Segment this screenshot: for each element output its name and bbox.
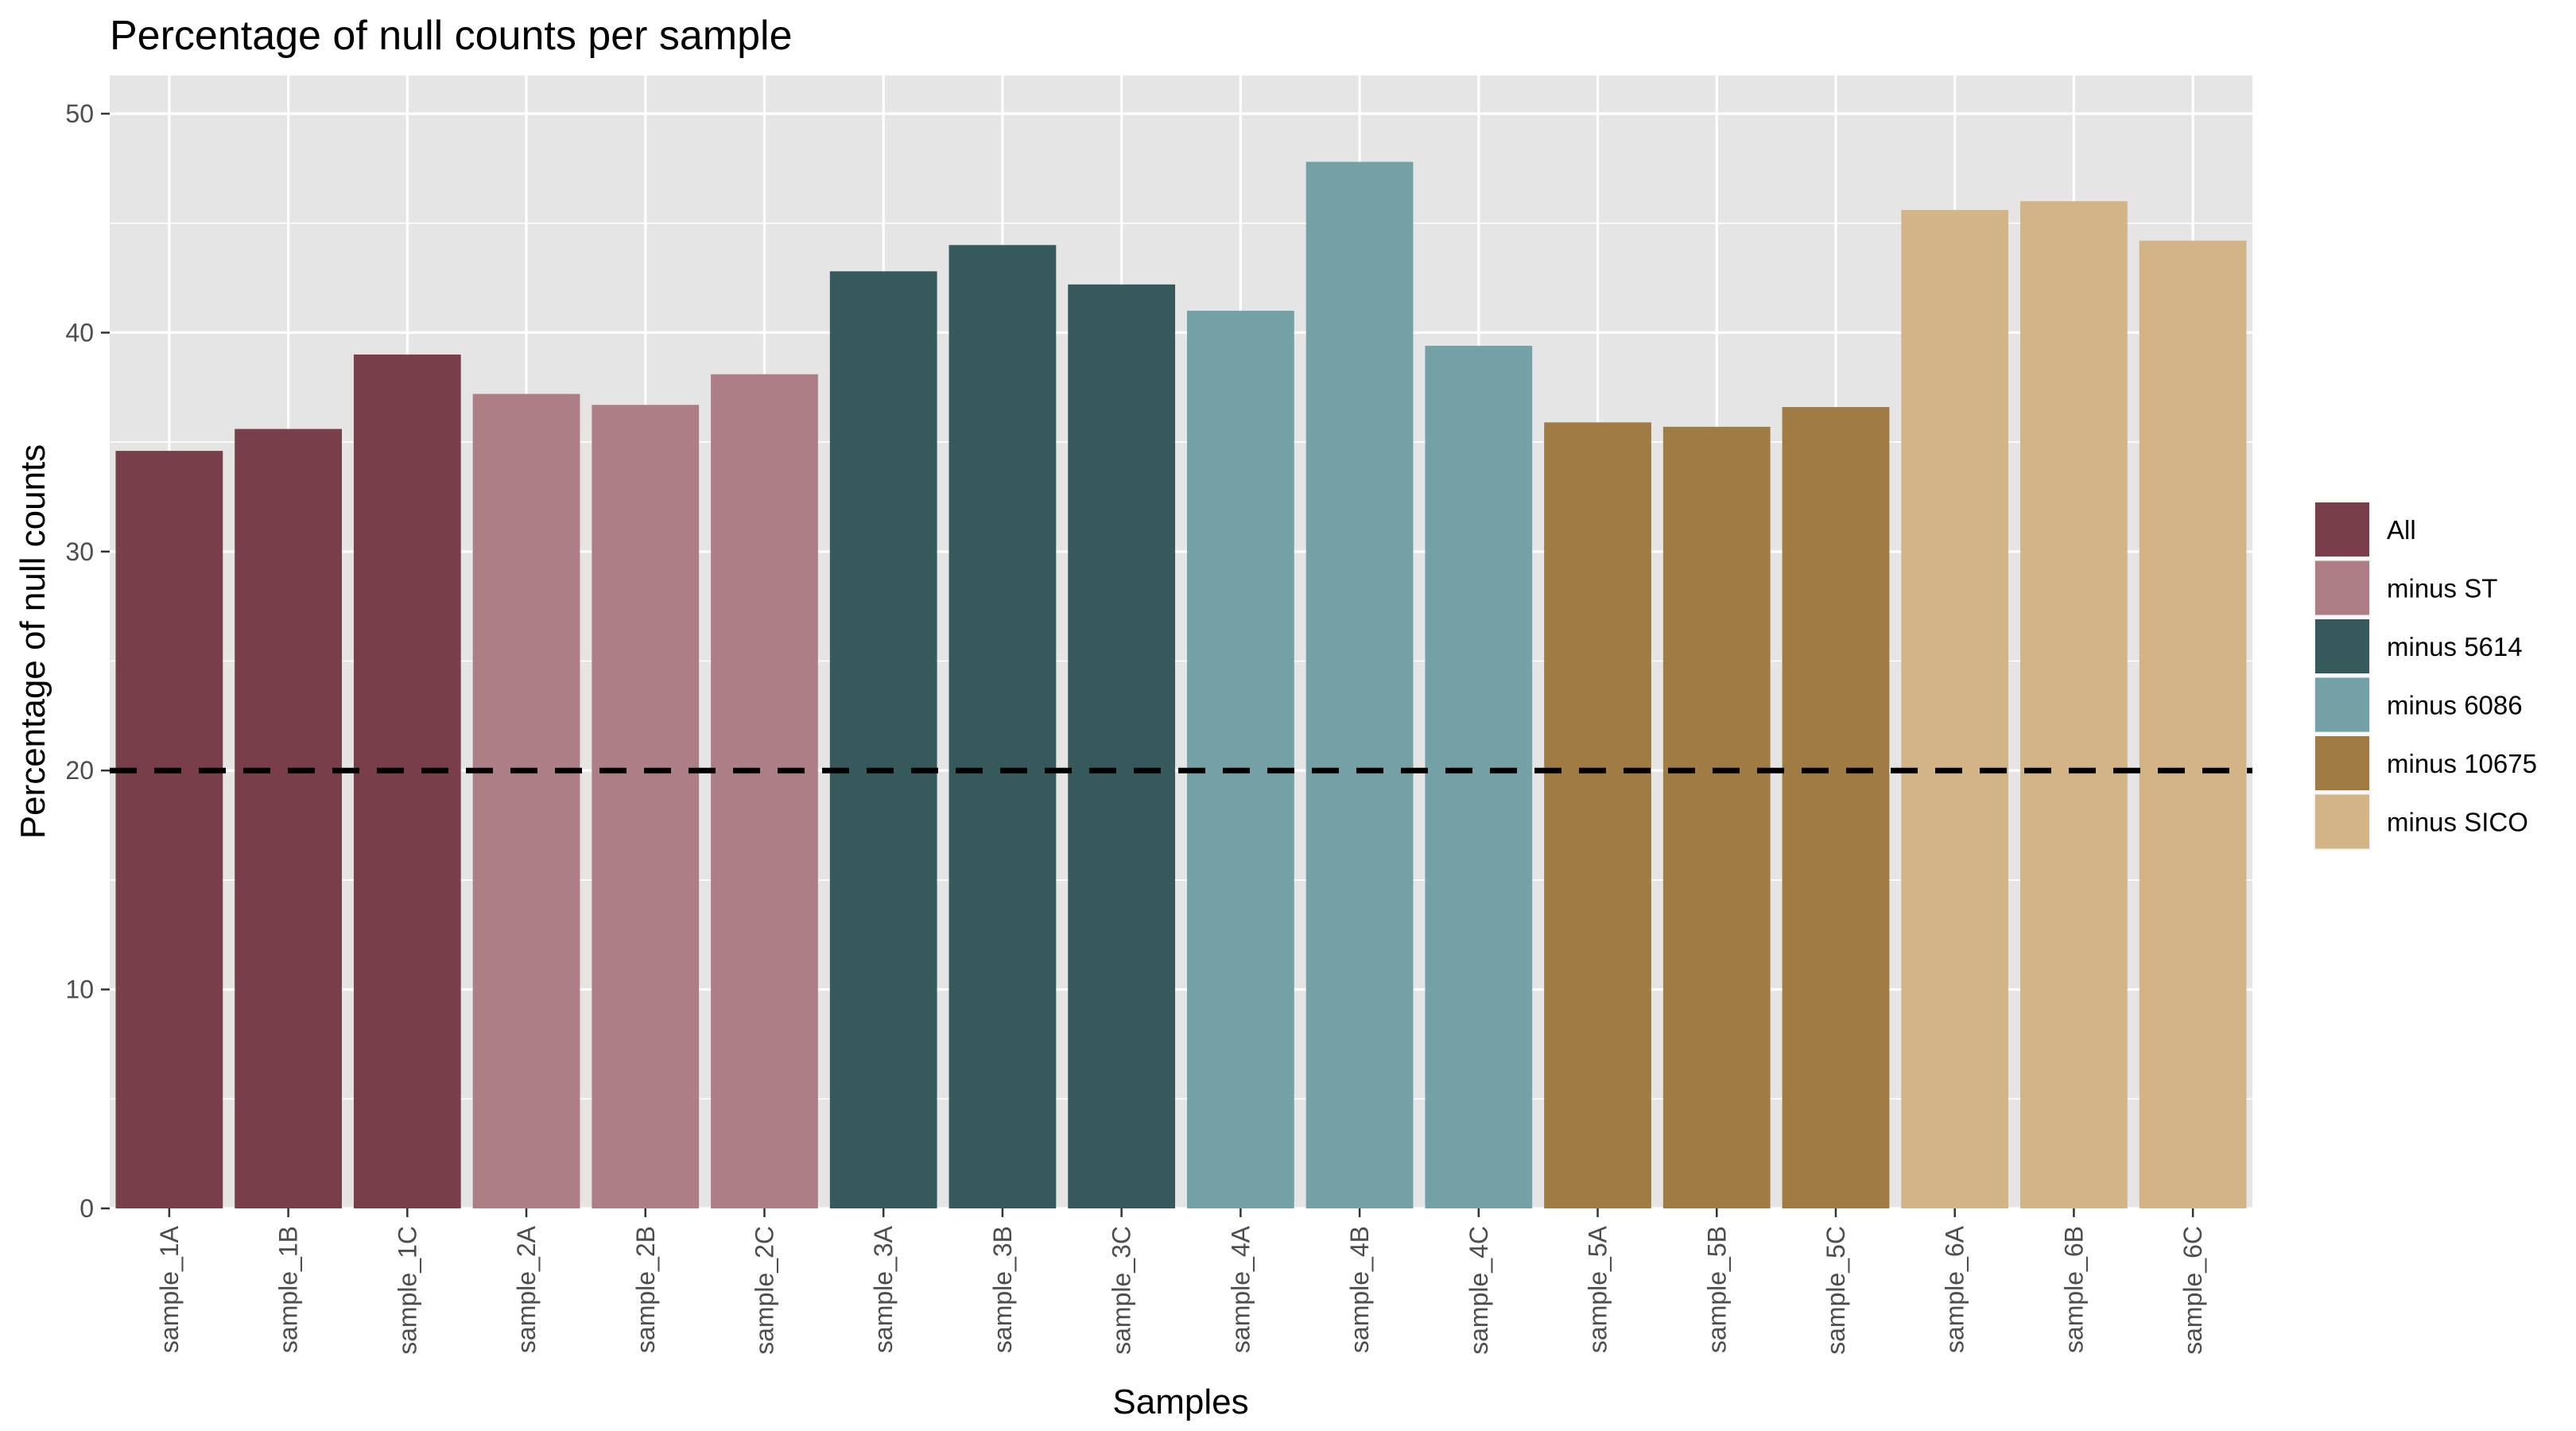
x-tick-label: sample_3A — [869, 1225, 898, 1353]
legend-swatch — [2315, 794, 2369, 849]
bar-sample_5C — [1782, 407, 1890, 1208]
bar-sample_6C — [2139, 240, 2247, 1209]
legend-swatch — [2315, 502, 2369, 556]
bar-sample_6A — [1901, 210, 2009, 1208]
bar-sample_3B — [949, 245, 1057, 1208]
y-tick-label: 10 — [65, 975, 94, 1004]
bar-sample_1A — [115, 451, 223, 1208]
bar-sample_2C — [711, 374, 818, 1208]
x-tick-label: sample_2C — [750, 1226, 778, 1355]
legend-label: minus 6086 — [2387, 691, 2523, 720]
bar-sample_4B — [1305, 161, 1414, 1208]
x-tick-label: sample_1B — [274, 1226, 303, 1353]
plot-panel — [110, 76, 2252, 1208]
y-tick-label: 0 — [80, 1194, 94, 1223]
legend-swatch — [2315, 677, 2369, 732]
x-axis: sample_1A sample_1B sample_1C sample_2A samp… — [155, 1208, 2207, 1355]
bar-sample_2B — [592, 405, 700, 1209]
legend-swatch — [2315, 736, 2369, 790]
x-tick-label: sample_4B — [1345, 1226, 1374, 1353]
legend-swatch — [2315, 560, 2369, 615]
legend-swatch — [2315, 619, 2369, 673]
y-axis: 0 10 20 30 40 50 — [65, 99, 110, 1223]
chart-title: Percentage of null counts per sample — [110, 13, 793, 59]
minor-gridlines — [110, 222, 2252, 1100]
bar-sample_4A — [1186, 310, 1294, 1208]
x-tick-label: sample_2A — [512, 1225, 541, 1353]
bar-sample_3A — [829, 271, 937, 1209]
bar-sample_5A — [1544, 422, 1651, 1208]
x-tick-label: sample_3B — [988, 1226, 1017, 1353]
x-tick-label: sample_1C — [393, 1226, 421, 1355]
legend-label: minus 5614 — [2387, 632, 2523, 661]
bar-sample_3C — [1068, 284, 1176, 1208]
y-tick-label: 30 — [65, 537, 94, 566]
legend-label: All — [2387, 515, 2416, 545]
bars — [115, 161, 2247, 1209]
legend: All minus ST minus 5614 minus 6086 minus 106… — [2314, 501, 2537, 851]
bar-sample_4C — [1425, 345, 1533, 1208]
x-tick-label: sample_5C — [1821, 1226, 1850, 1355]
x-tick-label: sample_1A — [155, 1225, 184, 1353]
y-tick-label: 20 — [65, 756, 94, 785]
bar-sample_6B — [2020, 201, 2128, 1208]
legend-label: minus ST — [2387, 574, 2497, 603]
x-tick-label: sample_6B — [2059, 1226, 2088, 1353]
x-tick-label: sample_5A — [1584, 1225, 1612, 1353]
legend-label: minus 10675 — [2387, 749, 2537, 778]
x-tick-label: sample_6C — [2178, 1226, 2207, 1355]
x-tick-label: sample_4C — [1465, 1226, 1493, 1355]
x-axis-title: Samples — [1112, 1383, 1248, 1421]
legend-label: minus SICO — [2387, 808, 2528, 837]
x-tick-label: sample_3C — [1108, 1226, 1136, 1355]
bar-sample_1B — [235, 429, 342, 1208]
x-tick-label: sample_4A — [1226, 1225, 1255, 1353]
x-tick-label: sample_5B — [1702, 1226, 1731, 1353]
x-tick-label: sample_2B — [631, 1226, 660, 1353]
y-tick-label: 50 — [65, 99, 94, 128]
bar-sample_5B — [1662, 426, 1771, 1208]
x-tick-label: sample_6A — [1941, 1225, 1969, 1353]
bar-sample_1C — [353, 354, 461, 1209]
y-tick-label: 40 — [65, 318, 94, 347]
bar-sample_2A — [472, 394, 580, 1209]
y-axis-title: Percentage of null counts — [14, 444, 52, 840]
